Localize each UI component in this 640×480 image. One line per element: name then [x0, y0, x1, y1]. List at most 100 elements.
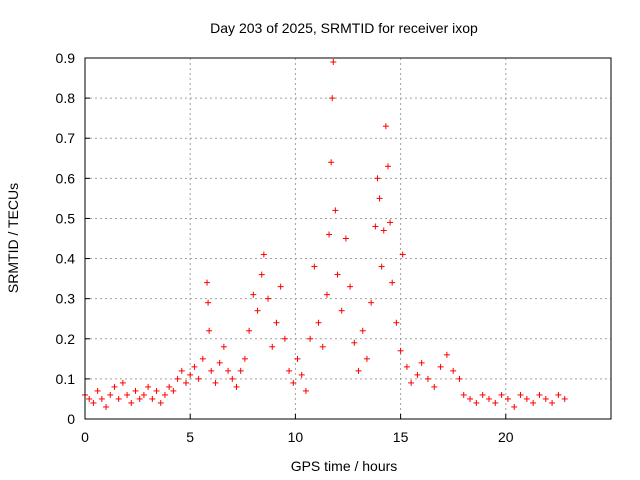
data-point	[450, 367, 457, 374]
data-point	[342, 235, 349, 242]
data-point	[182, 379, 189, 386]
data-point	[302, 387, 309, 394]
data-point	[536, 391, 543, 398]
data-point	[338, 307, 345, 314]
data-point	[206, 327, 213, 334]
data-point	[382, 123, 389, 130]
data-point	[424, 375, 431, 382]
data-point	[485, 395, 492, 402]
data-point	[119, 379, 126, 386]
data-point	[460, 391, 467, 398]
data-point	[542, 395, 549, 402]
data-point	[530, 399, 537, 406]
data-points	[82, 59, 568, 410]
data-point	[328, 159, 335, 166]
data-point	[269, 343, 276, 350]
data-point	[216, 359, 223, 366]
data-point	[380, 227, 387, 234]
data-point	[332, 207, 339, 214]
data-point	[136, 395, 143, 402]
y-tick-label: 0.3	[56, 291, 76, 307]
data-point	[498, 391, 505, 398]
data-point	[191, 363, 198, 370]
data-point	[418, 359, 425, 366]
data-point	[372, 223, 379, 230]
data-point	[408, 379, 415, 386]
data-point	[374, 175, 381, 182]
data-point	[399, 251, 406, 258]
y-tick-label: 0.1	[56, 371, 76, 387]
data-point	[103, 403, 110, 410]
data-point	[225, 367, 232, 374]
y-tick-label: 0.5	[56, 210, 76, 226]
data-point	[523, 395, 530, 402]
data-point	[260, 251, 267, 258]
y-axis-label: SRMTID / TECUs	[5, 183, 21, 293]
data-point	[378, 263, 385, 270]
data-point	[517, 391, 524, 398]
data-point	[273, 319, 280, 326]
data-point	[153, 387, 160, 394]
x-tick-label: 5	[186, 429, 194, 445]
data-point	[170, 387, 177, 394]
plot-frame	[84, 57, 612, 420]
data-point	[311, 263, 318, 270]
data-point	[250, 291, 257, 298]
data-point	[351, 339, 358, 346]
data-point	[265, 295, 272, 302]
data-point	[319, 343, 326, 350]
data-point	[281, 335, 288, 342]
data-point	[241, 355, 248, 362]
data-point	[294, 355, 301, 362]
data-point	[140, 391, 147, 398]
data-point	[329, 95, 336, 102]
y-tick-label: 0.6	[56, 170, 76, 186]
data-point	[384, 163, 391, 170]
data-point	[359, 327, 366, 334]
data-point	[397, 347, 404, 354]
data-point	[298, 371, 305, 378]
data-point	[511, 403, 518, 410]
data-point	[157, 399, 164, 406]
x-tick-label: 20	[498, 429, 514, 445]
data-point	[326, 231, 333, 238]
x-tick-label: 0	[81, 429, 89, 445]
data-point	[389, 279, 396, 286]
data-point	[145, 383, 152, 390]
data-point	[363, 355, 370, 362]
data-point	[504, 395, 511, 402]
data-point	[403, 363, 410, 370]
data-point	[330, 59, 337, 66]
data-point	[393, 319, 400, 326]
data-point	[555, 391, 562, 398]
y-tick-label: 0.7	[56, 130, 76, 146]
data-point	[199, 355, 206, 362]
data-point	[166, 383, 173, 390]
data-point	[561, 395, 568, 402]
data-point	[111, 383, 118, 390]
data-point	[128, 399, 135, 406]
data-point	[124, 391, 131, 398]
y-tick-label: 0	[67, 411, 75, 427]
data-point	[443, 351, 450, 358]
data-point	[115, 395, 122, 402]
data-point	[90, 399, 97, 406]
data-point	[431, 383, 438, 390]
chart-title: Day 203 of 2025, SRMTID for receiver ixo…	[210, 20, 478, 36]
data-point	[174, 375, 181, 382]
x-tick-label: 10	[288, 429, 304, 445]
data-point	[161, 391, 168, 398]
data-point	[94, 387, 101, 394]
data-point	[387, 219, 394, 226]
data-point	[492, 399, 499, 406]
data-point	[258, 271, 265, 278]
data-point	[355, 367, 362, 374]
data-point	[456, 375, 463, 382]
data-point	[132, 387, 139, 394]
data-point	[204, 279, 211, 286]
data-point	[229, 375, 236, 382]
data-point	[549, 399, 556, 406]
data-point	[376, 195, 383, 202]
data-point	[107, 391, 114, 398]
